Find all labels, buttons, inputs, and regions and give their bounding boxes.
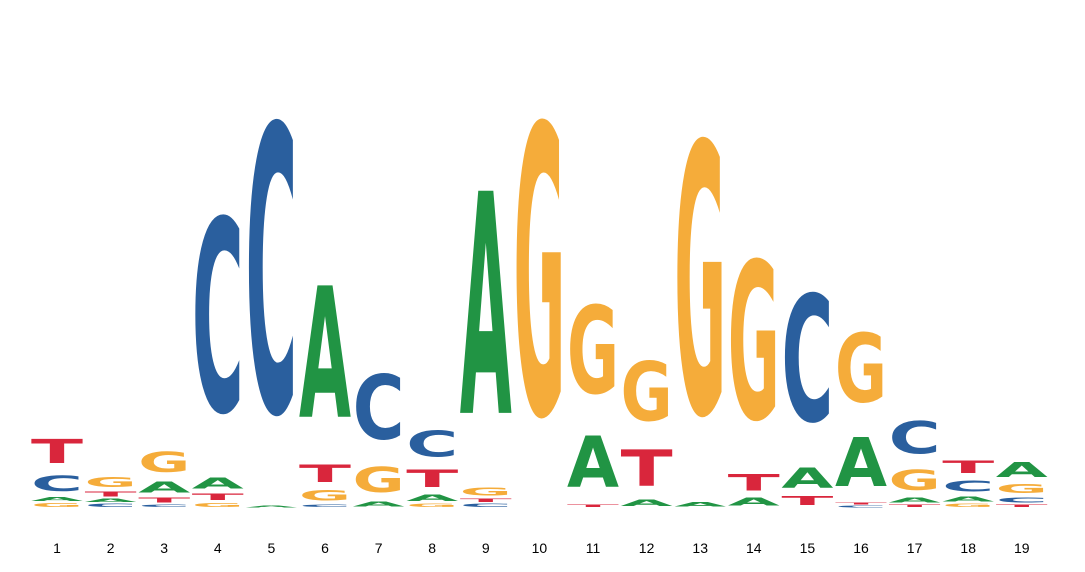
position-tick-label: 12 — [639, 540, 655, 556]
position-tick-label: 16 — [853, 540, 869, 556]
position-tick-label: 9 — [482, 540, 490, 556]
logo-letter-t-pos-9: T — [460, 498, 512, 503]
logo-letter-t-pos-1: T — [31, 433, 83, 471]
logo-letter-g-pos-3: G — [138, 446, 190, 478]
position-tick-label: 10 — [532, 540, 548, 556]
logo-letter-c-pos-18: C — [942, 477, 994, 495]
logo-letter-t-pos-19: T — [996, 504, 1048, 508]
logo-letter-c-pos-15: C — [781, 261, 833, 463]
logo-letter-t-pos-11: T — [567, 504, 619, 508]
logo-letter-a-pos-2: A — [85, 498, 137, 503]
logo-letter-g-pos-6: G — [299, 488, 351, 504]
logo-letter-t-pos-12: T — [621, 440, 673, 498]
logo-letter-g-pos-4: G — [192, 502, 244, 508]
position-tick-label: 8 — [428, 540, 436, 556]
logo-letter-c-pos-1: C — [31, 471, 83, 496]
logo-letter-a-pos-9: A — [460, 131, 512, 486]
logo-letter-c-pos-16: C — [835, 505, 887, 508]
logo-letter-g-pos-11: G — [567, 282, 619, 422]
logo-letter-t-pos-2: T — [85, 490, 137, 498]
logo-letter-g-pos-9: G — [460, 486, 512, 498]
logo-letter-c-pos-3: C — [138, 504, 190, 508]
logo-letter-a-pos-7: A — [353, 500, 405, 508]
position-tick-label: 4 — [214, 540, 222, 556]
position-tick-label: 18 — [960, 540, 976, 556]
logo-letter-c-pos-9: C — [460, 503, 512, 508]
position-tick-label: 17 — [907, 540, 923, 556]
logo-letter-c-pos-5: C — [245, 46, 297, 504]
logo-letter-a-pos-16: A — [835, 424, 887, 502]
logo-letter-c-pos-19: C — [996, 496, 1048, 504]
logo-letter-g-pos-14: G — [728, 217, 780, 469]
logo-letter-a-pos-14: A — [728, 496, 780, 508]
position-tick-label: 6 — [321, 540, 329, 556]
logo-letter-a-pos-1: A — [31, 496, 83, 502]
logo-letter-t-pos-6: T — [299, 461, 352, 489]
logo-letter-t-pos-15: T — [781, 494, 833, 508]
logo-letter-g-pos-12: G — [621, 346, 673, 441]
logo-letter-t-pos-17: T — [889, 504, 941, 508]
logo-letter-g-pos-7: G — [353, 461, 405, 501]
position-tick-label: 3 — [160, 540, 168, 556]
position-tick-label: 5 — [268, 540, 276, 556]
logo-letter-c-pos-17: C — [889, 412, 941, 464]
logo-letter-a-pos-6: A — [299, 251, 351, 460]
logo-letter-a-pos-11: A — [567, 423, 619, 505]
logo-letter-c-pos-2: C — [85, 503, 137, 508]
logo-letter-c-pos-4: C — [192, 165, 244, 474]
logo-letter-a-pos-3: A — [138, 478, 190, 496]
logo-letter-g-pos-1: G — [31, 502, 83, 508]
logo-letter-t-pos-14: T — [728, 470, 780, 496]
logo-letter-g-pos-16: G — [835, 313, 887, 423]
logo-letter-g-pos-13: G — [674, 68, 726, 500]
logo-letter-g-pos-17: G — [889, 464, 941, 496]
logo-letter-c-pos-8: C — [406, 424, 458, 466]
logo-letter-g-pos-8: G — [406, 503, 458, 508]
logo-letter-a-pos-17: A — [889, 496, 941, 504]
logo-letter-t-pos-16: T — [835, 502, 887, 505]
position-tick-label: 15 — [800, 540, 816, 556]
logo-letter-t-pos-18: T — [942, 457, 994, 477]
logo-letter-a-pos-12: A — [621, 498, 673, 508]
logo-letter-a-pos-13: A — [674, 501, 726, 508]
logo-letter-t-pos-3: T — [138, 496, 190, 504]
logo-letter-a-pos-15: A — [781, 462, 833, 494]
logo-letter-a-pos-18: A — [942, 495, 994, 503]
position-tick-label: 13 — [692, 540, 708, 556]
logo-letter-g-pos-19: G — [996, 482, 1048, 496]
logo-letter-a-pos-4: A — [192, 474, 244, 492]
logo-letter-a-pos-5: A — [245, 505, 297, 508]
position-tick-label: 14 — [746, 540, 762, 556]
position-tick-label: 2 — [107, 540, 115, 556]
position-tick-label: 7 — [375, 540, 383, 556]
logo-letter-t-pos-8: T — [406, 466, 459, 494]
logo-letter-t-pos-4: T — [192, 492, 244, 502]
logo-letter-a-pos-19: A — [996, 458, 1049, 482]
logo-letter-c-pos-6: C — [299, 504, 351, 508]
position-tick-label: 1 — [53, 540, 61, 556]
position-tick-label: 19 — [1014, 540, 1030, 556]
position-tick-label: 11 — [586, 540, 601, 556]
logo-letter-c-pos-7: C — [353, 357, 405, 460]
logo-letter-g-pos-10: G — [513, 44, 565, 506]
logo-letter-g-pos-2: G — [85, 475, 137, 490]
logo-letter-a-pos-8: A — [406, 493, 458, 503]
logo-letter-g-pos-18: G — [942, 503, 994, 508]
position-axis: 1 2 3 4 5 6 7 8 9 10 11 12 13 14 15 16 17 18 19 — [53, 540, 1030, 556]
